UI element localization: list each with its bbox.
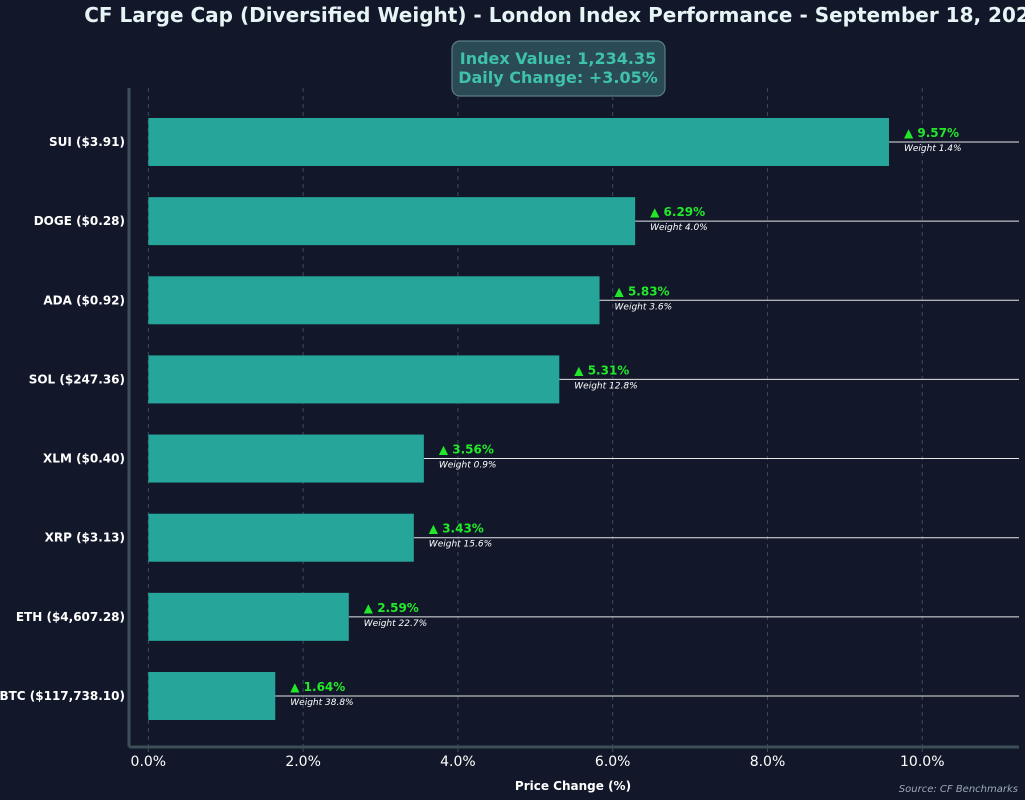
category-label: SOL ($247.36) (29, 372, 125, 386)
weight-label: Weight 15.6% (429, 540, 492, 550)
grid (147, 88, 923, 747)
daily-change-text: Daily Change: +3.05% (458, 68, 658, 87)
x-tick-label: 0.0% (131, 754, 167, 770)
weight-label: Weight 1.4% (904, 144, 962, 154)
reference-lines (275, 141, 1019, 697)
bar (148, 592, 349, 641)
weight-label: Weight 0.9% (439, 461, 497, 471)
weight-label: Weight 3.6% (615, 302, 673, 312)
x-axis-title: Price Change (%) (515, 779, 631, 793)
bar (148, 513, 414, 562)
source-note: Source: CF Benchmarks (899, 784, 1018, 795)
bar (148, 671, 276, 720)
index-value-text: Index Value: 1,234.35 (460, 49, 657, 68)
category-label: SUI ($3.91) (49, 135, 125, 149)
change-label: ▲ 3.56% (439, 443, 494, 457)
bar (148, 355, 560, 404)
category-label: DOGE ($0.28) (34, 214, 125, 228)
index-badge: Index Value: 1,234.35 Daily Change: +3.0… (451, 40, 666, 97)
bar (148, 276, 600, 325)
x-tick-label: 4.0% (440, 754, 476, 770)
index-badge-box (451, 40, 666, 97)
x-tick-label: 6.0% (595, 754, 631, 770)
weight-label: Weight 12.8% (574, 381, 637, 391)
x-tick-label: 8.0% (750, 754, 786, 770)
change-label: ▲ 5.83% (615, 284, 670, 298)
change-label: ▲ 9.57% (904, 126, 959, 140)
bar (148, 434, 424, 483)
category-label: XLM ($0.40) (43, 452, 125, 466)
bar (148, 118, 889, 166)
category-label: ETH ($4,607.28) (16, 610, 125, 624)
change-label: ▲ 2.59% (364, 601, 419, 615)
bars (148, 118, 889, 720)
bar-labels: SUI ($3.91) ▲ 9.57% Weight 1.4% DOGE ($0.28… (0, 126, 962, 708)
weight-label: Weight 22.7% (364, 619, 427, 629)
weight-label: Weight 4.0% (650, 223, 708, 233)
change-label: ▲ 1.64% (290, 680, 345, 694)
category-label: BTC ($117,738.10) (0, 689, 125, 703)
x-tick-label: 10.0% (900, 754, 944, 770)
category-label: ADA ($0.92) (43, 293, 125, 307)
weight-label: Weight 38.8% (290, 698, 353, 708)
bar (148, 197, 636, 246)
x-tick-label: 2.0% (285, 754, 321, 770)
change-label: ▲ 3.43% (429, 522, 484, 536)
chart-title: CF Large Cap (Diversified Weight) - Lond… (84, 3, 1025, 27)
change-label: ▲ 5.31% (574, 363, 629, 377)
category-label: XRP ($3.13) (45, 531, 125, 545)
change-label: ▲ 6.29% (650, 205, 705, 219)
axes: 0.0% 2.0% 4.0% 6.0% 8.0% 10.0% (127, 88, 1019, 770)
